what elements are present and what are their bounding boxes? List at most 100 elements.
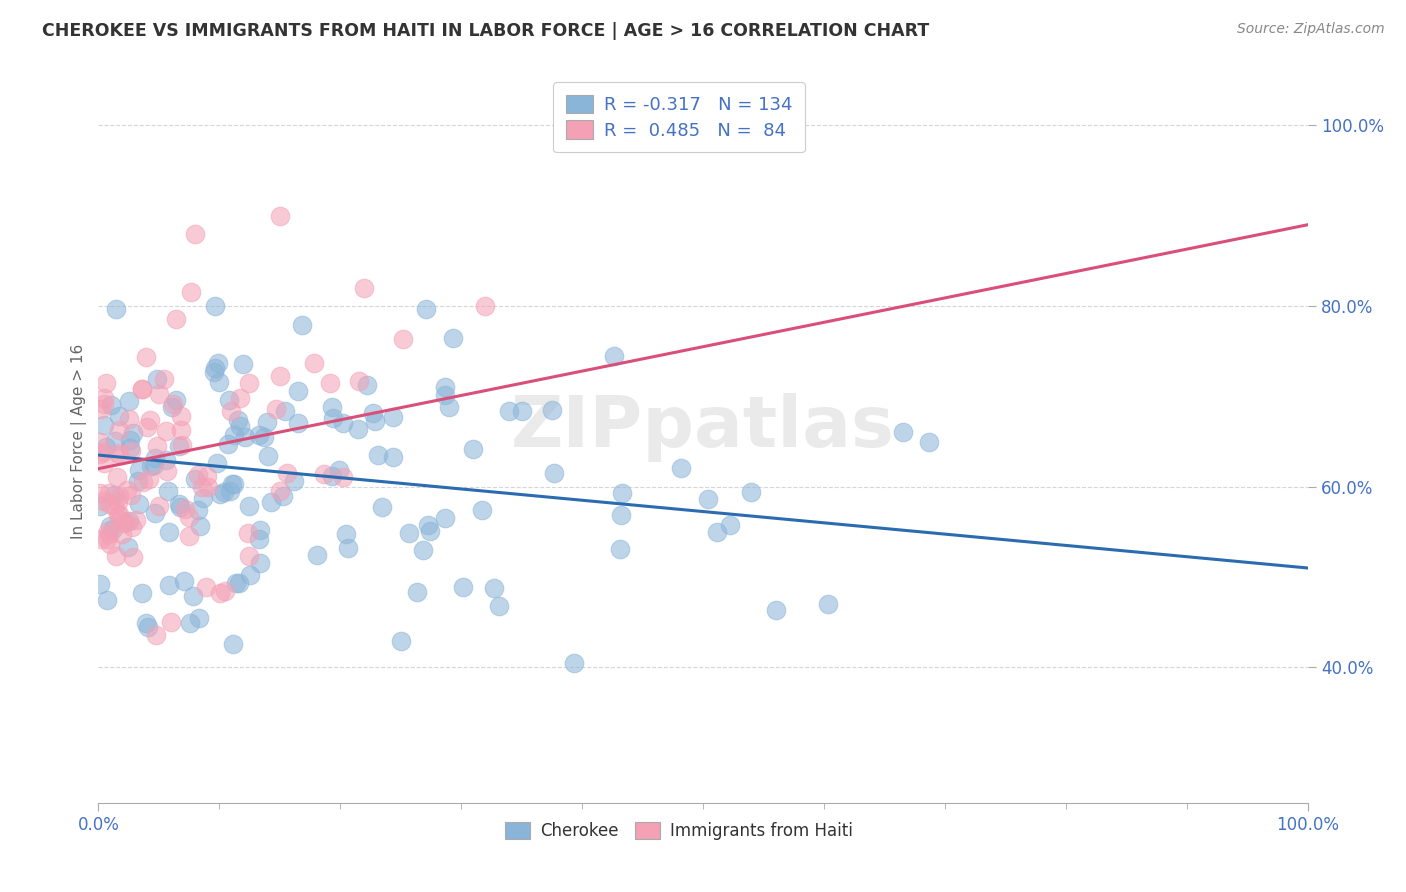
Point [177, 529, 200, 543]
Point [269, 209, 291, 223]
Point [120, 444, 142, 458]
Point [603, 349, 626, 363]
Point [108, 423, 131, 437]
Point [371, 500, 394, 515]
Point [356, 377, 378, 392]
Point [107, 508, 129, 523]
Point [364, 414, 387, 428]
Point [108, 448, 131, 462]
Point [142, 458, 165, 472]
Point [451, 580, 474, 594]
Point [157, 525, 180, 540]
Point [419, 524, 441, 538]
Point [103, 487, 125, 501]
Point [221, 477, 243, 491]
Point [228, 576, 250, 591]
Point [541, 403, 564, 417]
Point [273, 404, 295, 418]
Point [398, 526, 420, 541]
Point [145, 372, 167, 386]
Point [498, 404, 520, 418]
Point [91, 494, 114, 508]
Point [434, 380, 457, 394]
Point [610, 485, 633, 500]
Point [93, 391, 115, 405]
Point [162, 397, 184, 411]
Point [183, 472, 205, 486]
Point [205, 456, 228, 470]
Point [222, 477, 245, 491]
Point [96, 593, 118, 607]
Point [89, 576, 111, 591]
Point [197, 480, 219, 494]
Point [381, 410, 404, 425]
Point [191, 480, 214, 494]
Point [918, 435, 941, 450]
Point [89, 447, 111, 461]
Point [112, 516, 135, 530]
Point [253, 429, 276, 443]
Point [120, 488, 142, 502]
Point [169, 500, 191, 514]
Point [165, 311, 187, 326]
Point [167, 497, 190, 511]
Point [337, 541, 360, 555]
Point [269, 369, 291, 384]
Point [184, 227, 207, 241]
Point [415, 301, 437, 316]
Point [202, 365, 225, 379]
Point [107, 446, 129, 460]
Point [706, 525, 728, 540]
Point [609, 541, 631, 556]
Point [283, 474, 305, 488]
Point [181, 589, 204, 603]
Point [471, 502, 494, 516]
Point [208, 486, 231, 500]
Point [363, 406, 385, 420]
Point [441, 331, 464, 345]
Point [287, 384, 309, 398]
Point [111, 526, 134, 541]
Point [104, 434, 127, 448]
Point [165, 392, 187, 407]
Point [346, 422, 368, 436]
Point [188, 611, 211, 625]
Point [238, 376, 260, 390]
Point [135, 615, 157, 630]
Point [107, 494, 129, 508]
Point [139, 459, 162, 474]
Point [170, 423, 193, 437]
Point [121, 520, 143, 534]
Point [321, 401, 343, 415]
Point [115, 483, 138, 497]
Point [264, 401, 287, 416]
Point [208, 376, 231, 390]
Point [291, 318, 314, 332]
Point [155, 464, 177, 478]
Point [412, 542, 434, 557]
Point [474, 299, 496, 313]
Point [180, 285, 202, 300]
Y-axis label: In Labor Force | Age > 16: In Labor Force | Age > 16 [72, 344, 87, 539]
Point [304, 355, 326, 369]
Point [188, 518, 211, 533]
Point [332, 470, 354, 484]
Point [219, 404, 242, 418]
Point [389, 633, 412, 648]
Point [162, 401, 184, 415]
Point [238, 549, 260, 564]
Point [145, 451, 167, 466]
Point [287, 416, 309, 430]
Point [322, 411, 344, 425]
Point [120, 441, 142, 455]
Point [127, 474, 149, 488]
Point [98, 519, 121, 533]
Point [107, 489, 129, 503]
Point [349, 374, 371, 388]
Point [217, 436, 239, 450]
Point [172, 438, 194, 452]
Point [218, 484, 240, 499]
Point [177, 510, 200, 524]
Point [148, 386, 170, 401]
Point [233, 430, 256, 444]
